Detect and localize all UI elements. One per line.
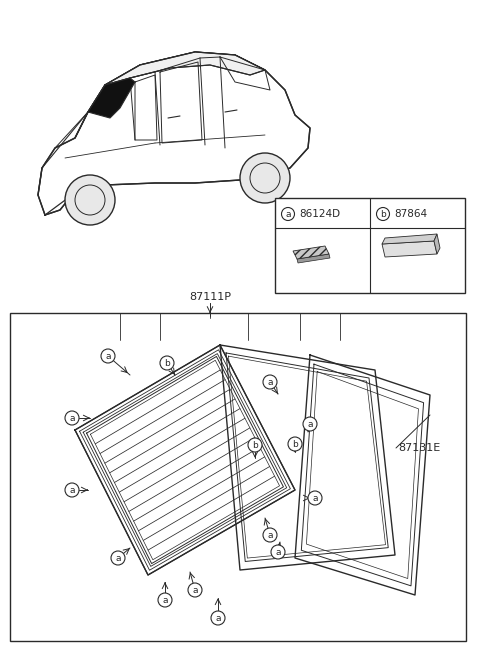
- Text: a: a: [307, 420, 313, 429]
- Circle shape: [65, 483, 79, 497]
- Circle shape: [65, 411, 79, 425]
- Bar: [275, 198, 465, 293]
- Text: b: b: [292, 440, 298, 449]
- Circle shape: [376, 208, 389, 221]
- Polygon shape: [88, 78, 135, 118]
- Text: a: a: [275, 548, 281, 557]
- Text: 86124D: 86124D: [299, 209, 340, 219]
- Bar: [10, 313, 466, 641]
- Text: 87111P: 87111P: [189, 292, 231, 302]
- Text: 87131E: 87131E: [398, 443, 440, 453]
- Polygon shape: [434, 234, 440, 254]
- Circle shape: [158, 593, 172, 607]
- Circle shape: [288, 437, 302, 451]
- Circle shape: [211, 611, 225, 625]
- Circle shape: [101, 349, 115, 363]
- Circle shape: [188, 583, 202, 597]
- Circle shape: [160, 356, 174, 370]
- Polygon shape: [297, 254, 330, 263]
- Text: a: a: [285, 210, 291, 219]
- Circle shape: [263, 528, 277, 542]
- Text: b: b: [252, 441, 258, 450]
- Polygon shape: [382, 241, 437, 257]
- Text: a: a: [192, 586, 198, 595]
- Text: a: a: [69, 486, 75, 495]
- Circle shape: [308, 491, 322, 505]
- Circle shape: [303, 417, 317, 431]
- Circle shape: [65, 175, 115, 225]
- Circle shape: [248, 438, 262, 452]
- Circle shape: [271, 545, 285, 559]
- Text: a: a: [267, 378, 273, 387]
- Circle shape: [111, 551, 125, 565]
- Circle shape: [240, 153, 290, 203]
- Text: a: a: [115, 554, 121, 563]
- Circle shape: [263, 375, 277, 389]
- Polygon shape: [382, 234, 437, 244]
- Text: b: b: [164, 359, 170, 368]
- Text: a: a: [69, 414, 75, 423]
- Text: a: a: [312, 494, 318, 503]
- Text: 87864: 87864: [394, 209, 427, 219]
- Polygon shape: [38, 52, 310, 215]
- Circle shape: [281, 208, 295, 221]
- Text: a: a: [215, 614, 221, 623]
- Text: a: a: [267, 531, 273, 540]
- Text: a: a: [105, 352, 111, 361]
- Polygon shape: [105, 52, 265, 85]
- Text: b: b: [380, 210, 386, 219]
- Polygon shape: [293, 246, 329, 259]
- Text: a: a: [162, 596, 168, 605]
